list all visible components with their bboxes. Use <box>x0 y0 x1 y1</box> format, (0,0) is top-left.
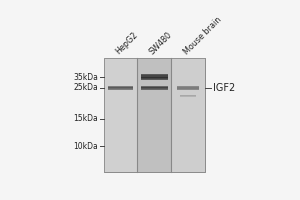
Bar <box>141 75 168 77</box>
Bar <box>104 58 137 172</box>
Text: 15kDa: 15kDa <box>74 114 98 123</box>
Bar <box>177 88 199 89</box>
Bar <box>181 95 196 96</box>
Bar <box>141 74 168 75</box>
Text: IGF2: IGF2 <box>213 83 235 93</box>
Bar <box>109 88 133 89</box>
Bar <box>140 86 168 87</box>
Bar <box>109 86 133 87</box>
Bar <box>141 78 168 79</box>
Text: 25kDa: 25kDa <box>74 83 98 92</box>
Text: 10kDa: 10kDa <box>74 142 98 151</box>
Bar <box>104 58 205 172</box>
Bar <box>137 58 171 172</box>
Bar <box>141 79 168 80</box>
Text: SW480: SW480 <box>148 30 174 56</box>
Bar <box>104 58 205 172</box>
Bar <box>140 87 168 88</box>
Text: 35kDa: 35kDa <box>74 73 98 82</box>
Bar <box>141 77 168 78</box>
Text: Mouse brain: Mouse brain <box>182 15 223 56</box>
Bar <box>140 89 168 90</box>
Bar <box>171 58 205 172</box>
Bar <box>109 89 133 90</box>
Bar <box>140 88 168 89</box>
Text: HepG2: HepG2 <box>114 31 140 56</box>
Bar <box>177 87 199 88</box>
Bar <box>181 96 196 97</box>
Bar <box>177 89 199 90</box>
Bar <box>177 86 199 87</box>
Bar <box>109 87 133 88</box>
